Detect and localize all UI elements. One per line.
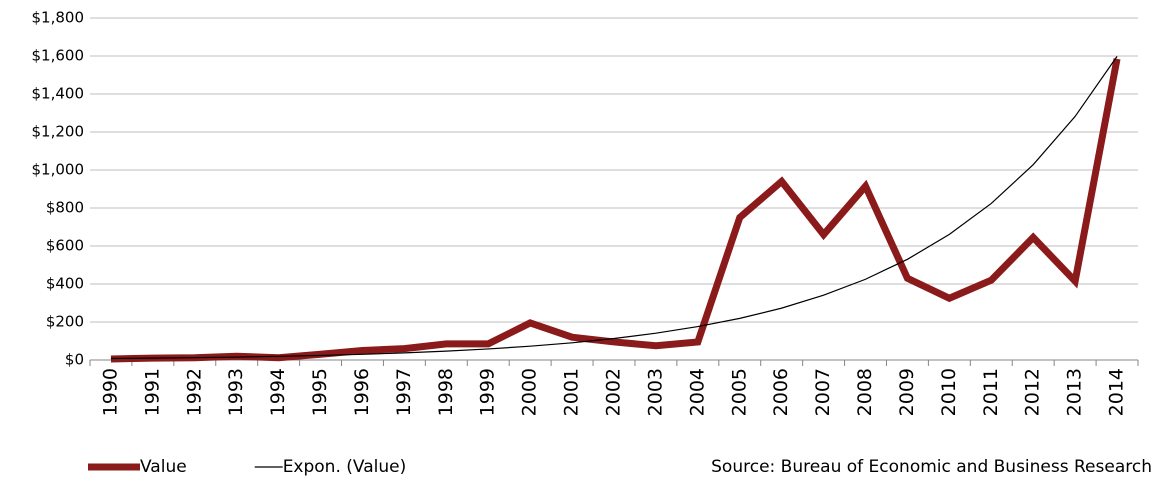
y-tick-label: $1,200 (32, 123, 85, 141)
x-tick-label: 1998 (435, 368, 457, 416)
x-tick-label: 2009 (896, 368, 918, 416)
x-tick-label: 1994 (267, 368, 289, 416)
y-tick-label: $800 (46, 199, 84, 217)
x-tick-label: 1997 (393, 368, 415, 416)
x-tick-label: 1991 (141, 368, 163, 416)
x-tick-label: 2010 (938, 368, 960, 416)
x-tick-label: 2008 (854, 368, 876, 416)
y-tick-label: $600 (46, 237, 84, 255)
y-tick-label: $400 (46, 275, 84, 293)
x-tick-label: 2011 (980, 368, 1002, 416)
x-tick-label: 1992 (183, 368, 205, 416)
x-tick-label: 2006 (770, 368, 792, 416)
y-tick-label: $200 (46, 313, 84, 331)
x-tick-label: 2003 (644, 368, 666, 416)
x-tick-label: 2007 (812, 368, 834, 416)
x-tick-label: 2004 (686, 368, 708, 416)
x-tick-label: 2000 (519, 368, 541, 416)
x-tick-label: 2001 (561, 368, 583, 416)
x-tick-label: 2005 (728, 368, 750, 416)
series-line (110, 56, 1118, 360)
y-tick-label: $1,600 (32, 47, 85, 65)
y-tick-label: $1,400 (32, 85, 85, 103)
series-line (110, 58, 1121, 363)
y-tick-label: $1,800 (32, 9, 85, 27)
x-tick-label: 2002 (603, 368, 625, 416)
x-tick-label: 1993 (225, 368, 247, 416)
x-tick-label: 2012 (1022, 368, 1044, 416)
x-tick-label: 1999 (477, 368, 499, 416)
x-tick-label: 1995 (309, 368, 331, 416)
legend-label: Expon. (Value) (283, 457, 407, 477)
x-tick-label: 2013 (1064, 368, 1086, 416)
x-tick-label: 1990 (99, 368, 121, 416)
x-tick-label: 1996 (351, 368, 373, 416)
x-tick-label: 2014 (1106, 368, 1128, 416)
source-note: Source: Bureau of Economic and Business … (711, 457, 1152, 477)
y-tick-label: $0 (65, 351, 84, 369)
legend-label: Value (140, 457, 187, 477)
y-tick-label: $1,000 (32, 161, 85, 179)
